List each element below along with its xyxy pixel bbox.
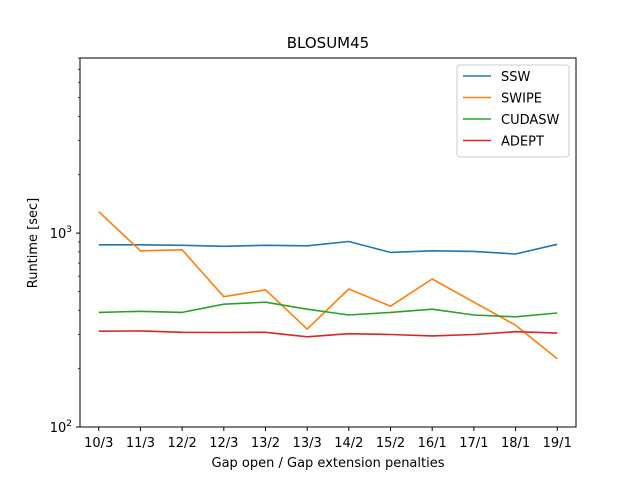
x-tick-label: 10/3 [84, 436, 113, 451]
series-line-ssw [98, 240, 558, 255]
legend-entry: SSW [501, 70, 531, 85]
x-tick-label: 13/3 [293, 436, 322, 451]
y-tick-label: 102 [50, 419, 72, 436]
x-axis: 10/3 11/3 12/2 12/3 13/2 13/3 14/2 15/2 16/1 17/1… [84, 427, 572, 451]
series-line-swipe [98, 211, 558, 360]
legend-entry: SWIPE [501, 92, 542, 107]
y-axis-label: Runtime [sec] [26, 198, 41, 289]
y-axis: 102 103 [50, 57, 80, 436]
chart-title: BLOSUM45 [287, 34, 369, 52]
series-line-cudasw [98, 301, 558, 318]
legend-entry: CUDASW [501, 113, 560, 128]
legend-entry: ADEPT [501, 135, 544, 150]
x-tick-label: 14/2 [334, 436, 363, 451]
series-layer [98, 211, 558, 360]
y-tick-label: 103 [50, 225, 72, 242]
x-tick-label: 13/2 [251, 436, 280, 451]
series-line-adept [98, 330, 558, 338]
legend-box [456, 64, 570, 158]
x-tick-label: 11/3 [126, 436, 155, 451]
x-tick-label: 12/3 [209, 436, 238, 451]
x-tick-label: 18/1 [501, 436, 530, 451]
x-tick-label: 12/2 [168, 436, 197, 451]
x-tick-label: 15/2 [376, 436, 405, 451]
x-tick-label: 17/1 [459, 436, 488, 451]
legend: SSW SWIPE CUDASW ADEPT [456, 64, 570, 158]
x-tick-label: 16/1 [418, 436, 447, 451]
x-tick-label: 19/1 [543, 436, 572, 451]
x-axis-label: Gap open / Gap extension penalties [212, 456, 445, 471]
